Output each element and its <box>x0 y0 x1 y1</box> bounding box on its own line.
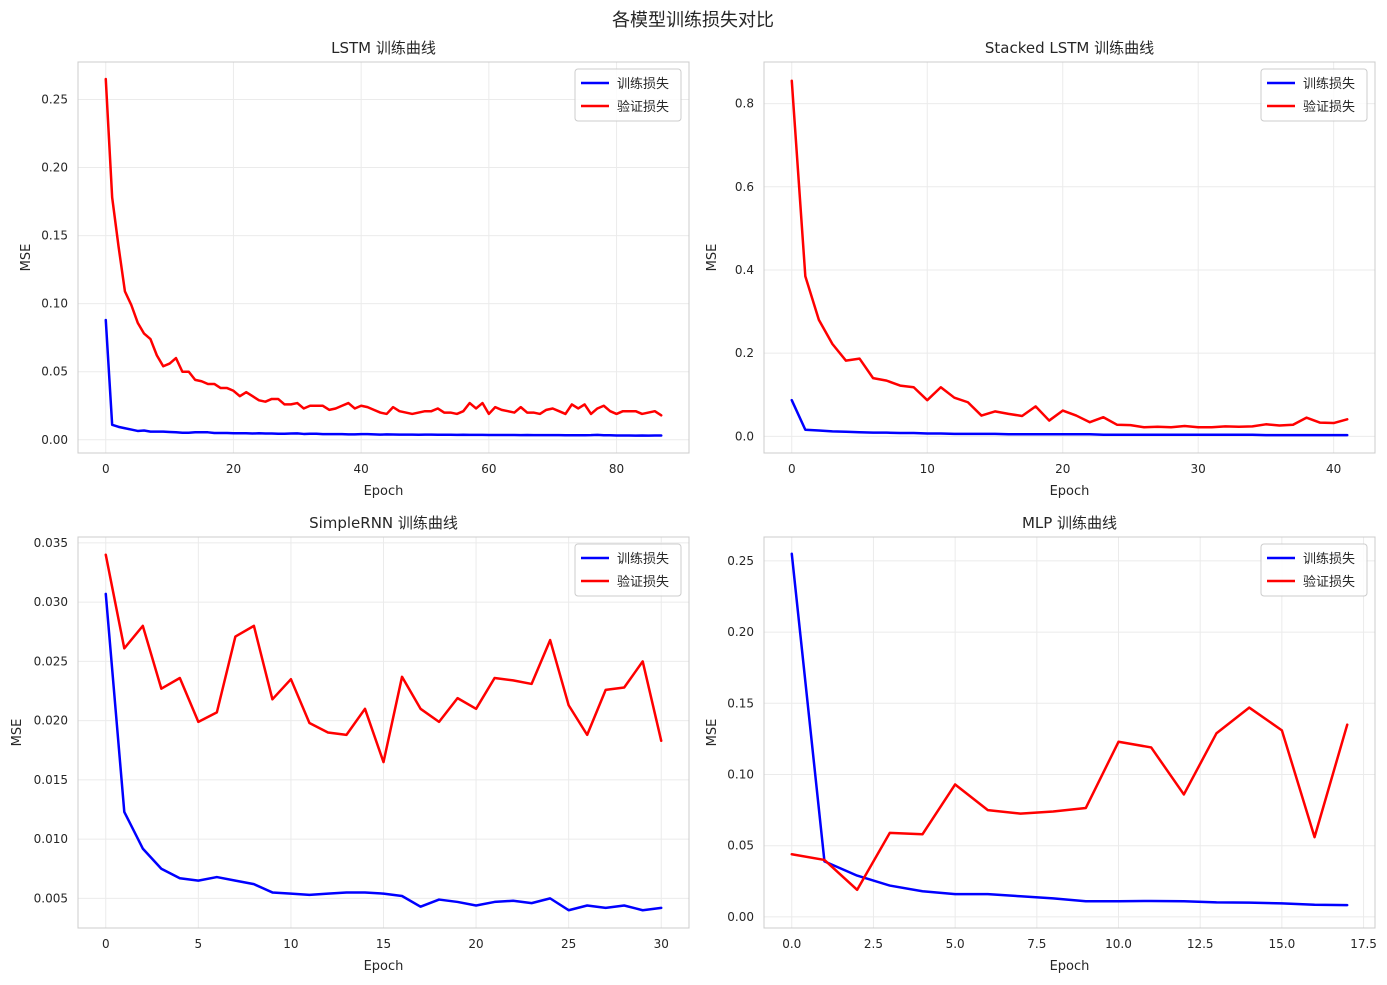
x-axis-label: Epoch <box>1050 959 1090 974</box>
plot-area <box>78 62 689 453</box>
series-line-val <box>790 79 1349 429</box>
legend-label: 验证损失 <box>1303 99 1355 115</box>
chart-title: SimpleRNN 训练曲线 <box>309 514 458 532</box>
x-tick-label: 5 <box>195 937 203 951</box>
series-line-val <box>104 553 663 764</box>
axes-frame <box>77 61 690 454</box>
y-tick-label: 0.00 <box>727 910 754 924</box>
plot-area <box>764 537 1375 928</box>
y-axis-label: MSE <box>705 719 720 747</box>
x-tick-label: 12.5 <box>1187 937 1214 951</box>
x-tick-label: 60 <box>481 462 496 476</box>
chart-panel-2: 0 10 20 30 40 0.0 0.2 0.4 0.6 0.8 Stacked LSTM 训练曲… <box>705 39 1376 499</box>
legend-label: 训练损失 <box>617 77 669 92</box>
x-tick-label: 2.5 <box>864 937 883 951</box>
chart-panel-4: 0.0 2.5 5.0 7.5 10.0 12.5 15.0 17.5 0.00 0.05 0.10… <box>705 514 1377 974</box>
x-tick-label: 40 <box>1326 462 1341 476</box>
x-tick-label: 30 <box>654 937 669 951</box>
legend-label: 验证损失 <box>617 99 669 115</box>
y-axis-label: MSE <box>19 244 34 272</box>
y-tick-label: 0.010 <box>34 832 68 846</box>
axes-frame <box>77 536 690 929</box>
figure-title: 各模型训练损失对比 <box>612 10 774 31</box>
series-line-train <box>790 398 1349 437</box>
plot-area <box>764 62 1375 453</box>
chart-panel-3: 0 5 10 15 20 25 30 0.005 0.010 0.015 0.020 0.025 0.0… <box>10 514 690 974</box>
y-tick-label: 0.2 <box>735 346 754 360</box>
legend-label: 训练损失 <box>1303 552 1355 567</box>
axes-frame <box>763 61 1376 454</box>
x-tick-label: 40 <box>354 462 369 476</box>
x-axis-label: Epoch <box>364 484 404 499</box>
y-tick-label: 0.10 <box>727 768 754 782</box>
x-tick-label: 10.0 <box>1105 937 1132 951</box>
x-tick-label: 0.0 <box>782 937 801 951</box>
y-axis-label: MSE <box>10 719 25 747</box>
y-tick-label: 0.030 <box>34 595 68 609</box>
x-tick-label: 0 <box>102 937 110 951</box>
series-line-train <box>104 592 663 912</box>
y-tick-label: 0.10 <box>41 297 68 311</box>
chart-title: MLP 训练曲线 <box>1022 514 1117 532</box>
y-tick-label: 0.00 <box>41 433 68 447</box>
y-tick-label: 0.20 <box>41 161 68 175</box>
x-tick-label: 30 <box>1191 462 1206 476</box>
y-tick-label: 0.005 <box>34 891 68 905</box>
y-tick-label: 0.4 <box>735 263 754 277</box>
chart-panel-1: 0 20 40 60 80 0.00 0.05 0.10 0.15 0.20 0.25 LSTM 训练… <box>19 39 690 499</box>
x-tick-label: 15 <box>376 937 391 951</box>
x-tick-label: 20 <box>468 937 483 951</box>
x-tick-label: 15.0 <box>1269 937 1296 951</box>
x-tick-label: 80 <box>609 462 624 476</box>
series-line-val <box>104 77 663 417</box>
x-tick-label: 20 <box>1055 462 1070 476</box>
legend-label: 训练损失 <box>1303 77 1355 92</box>
legend-label: 验证损失 <box>1303 574 1355 590</box>
y-axis-label: MSE <box>705 244 720 272</box>
y-tick-label: 0.025 <box>34 654 68 668</box>
series-line-train <box>104 318 663 437</box>
y-tick-label: 0.20 <box>727 625 754 639</box>
chart-title: Stacked LSTM 训练曲线 <box>985 39 1154 57</box>
x-axis-label: Epoch <box>364 959 404 974</box>
x-tick-label: 5.0 <box>946 937 965 951</box>
series-line-val <box>790 706 1349 892</box>
x-tick-label: 0 <box>788 462 796 476</box>
y-tick-label: 0.25 <box>41 92 68 106</box>
y-tick-label: 0.15 <box>727 696 754 710</box>
x-tick-label: 7.5 <box>1027 937 1046 951</box>
chart-title: LSTM 训练曲线 <box>331 39 436 57</box>
y-tick-label: 0.05 <box>727 839 754 853</box>
y-tick-label: 0.8 <box>735 97 754 111</box>
x-tick-label: 17.5 <box>1350 937 1377 951</box>
y-tick-label: 0.6 <box>735 180 754 194</box>
y-tick-label: 0.15 <box>41 229 68 243</box>
y-tick-label: 0.05 <box>41 365 68 379</box>
legend-label: 验证损失 <box>617 574 669 590</box>
x-tick-label: 25 <box>561 937 576 951</box>
axes-frame <box>763 536 1376 929</box>
x-tick-label: 10 <box>920 462 935 476</box>
x-tick-label: 10 <box>283 937 298 951</box>
y-tick-label: 0.0 <box>735 429 754 443</box>
y-tick-label: 0.25 <box>727 554 754 568</box>
x-tick-label: 20 <box>226 462 241 476</box>
x-axis-label: Epoch <box>1050 484 1090 499</box>
y-tick-label: 0.020 <box>34 714 68 728</box>
x-tick-label: 0 <box>102 462 110 476</box>
legend-label: 训练损失 <box>617 552 669 567</box>
series-line-train <box>790 552 1349 907</box>
y-tick-label: 0.035 <box>34 536 68 550</box>
y-tick-label: 0.015 <box>34 773 68 787</box>
